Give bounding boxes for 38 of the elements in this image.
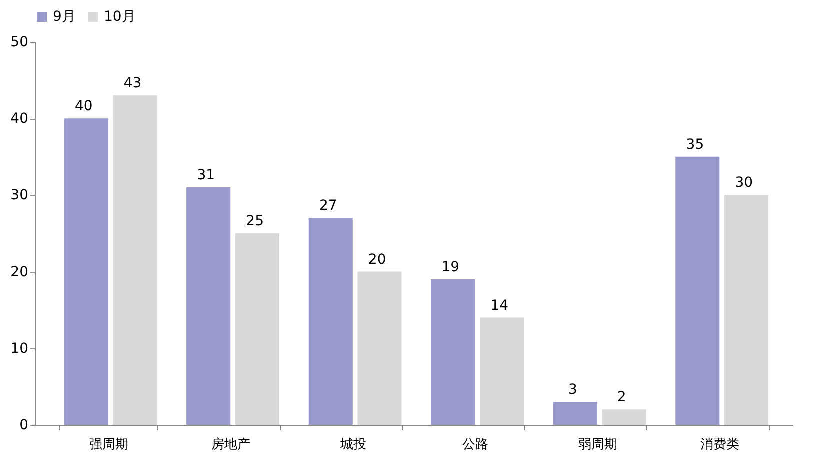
data-label: 25 [246,214,264,230]
y-tick-label: 20 [10,264,28,280]
y-tick-label: 30 [10,188,28,204]
x-tick-label: 房地产 [212,436,251,452]
data-label: 27 [320,198,338,214]
bar [553,402,598,425]
data-label: 31 [197,168,216,184]
data-label: 3 [568,382,578,398]
bar [431,279,476,425]
y-tick-label: 0 [20,418,28,434]
legend-label: 10月 [104,9,136,25]
x-tick-label: 弱周期 [578,438,618,452]
x-tick-label: 城投 [339,438,366,452]
x-tick-label: 公路 [462,438,489,452]
legend-label: 9月 [53,9,76,25]
bar [64,118,108,425]
x-tick-label: 消费类 [700,438,740,452]
data-label: 20 [368,252,386,268]
bar [602,410,646,425]
data-label: 14 [490,298,509,314]
x-tick-label: 强周期 [89,438,128,452]
y-tick-label: 10 [10,340,28,357]
data-label: 40 [74,98,93,115]
data-label: 35 [686,136,704,153]
data-label: 43 [124,76,142,92]
bar [358,272,402,425]
data-label: 2 [617,390,626,406]
y-tick-label: 40 [10,111,28,128]
data-label: 30 [735,175,754,192]
bar [186,188,231,425]
bar [480,318,524,425]
y-tick-label: 50 [10,34,28,50]
bar [236,234,280,425]
bar [308,218,353,425]
bar [724,195,769,425]
bar [676,156,720,425]
bar [113,96,158,425]
data-label: 19 [442,259,460,276]
